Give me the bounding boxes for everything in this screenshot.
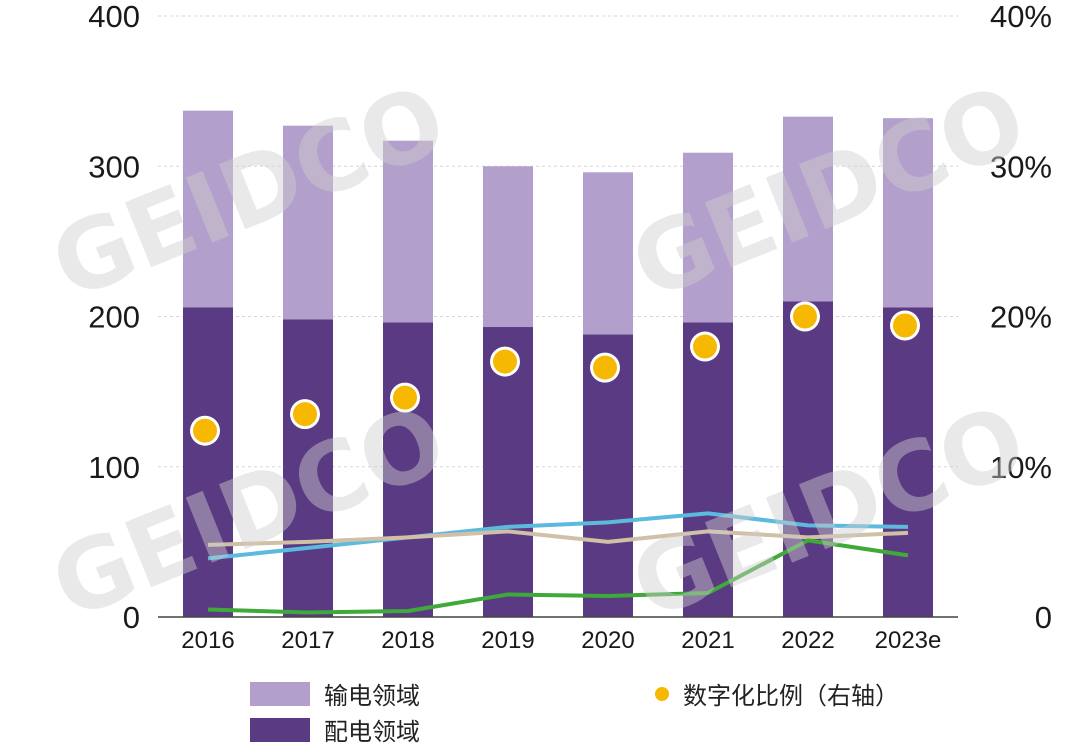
y-right-tick-label: 10%: [990, 450, 1052, 485]
bar-transmission: [883, 118, 933, 308]
y-left-tick-label: 100: [88, 450, 140, 485]
bar-distribution: [283, 319, 333, 617]
x-tick-label: 2018: [381, 627, 434, 654]
bar-transmission: [283, 125, 333, 320]
digital-ratio-point: [493, 349, 517, 374]
y-right-tick-label: 20%: [990, 300, 1052, 335]
chart: 0 0 100 10% 200 20% 300 30% 400 40% 2016 2017 2018 20…: [37, 0, 1052, 654]
x-tick-label: 2023e: [875, 627, 942, 654]
bar-transmission: [583, 172, 633, 335]
y-left-tick-label: 0: [123, 600, 140, 635]
digital-ratio-point: [393, 385, 417, 410]
digital-ratio-point: [293, 402, 317, 427]
bar-transmission: [683, 152, 733, 323]
legend-dot-digital-ratio: [655, 686, 669, 701]
x-tick-label: 2017: [281, 627, 334, 654]
y-right-tick-label: 0: [1035, 600, 1052, 635]
bar-transmission: [783, 116, 833, 302]
digital-ratio-point: [593, 355, 617, 380]
x-tick-label: 2022: [781, 627, 834, 654]
bar-distribution: [683, 322, 733, 617]
x-tick-label: 2016: [181, 627, 234, 654]
bar-distribution: [383, 322, 433, 617]
y-right-tick-label: 30%: [990, 149, 1052, 184]
legend-item-transmission: 输电领域: [250, 676, 420, 711]
line-series-1: [207, 511, 909, 561]
legend-label-digital-ratio: 数字化比例（右轴）: [683, 682, 899, 710]
line-series-2: [207, 529, 909, 547]
legend-swatch-distribution: [250, 717, 310, 742]
digital-ratio-point: [693, 334, 717, 359]
bar-transmission: [183, 110, 233, 308]
legend-item-distribution: 配电领域: [250, 712, 420, 747]
legend-label-transmission: 输电领域: [324, 682, 420, 710]
legend-item-digital-ratio: 数字化比例（右轴）: [655, 676, 899, 711]
digital-ratio-point: [193, 418, 217, 443]
x-tick-label: 2021: [681, 627, 734, 654]
digital-ratio-point: [893, 313, 917, 338]
line-series-3: [207, 538, 909, 615]
legend-swatch-transmission: [250, 681, 310, 706]
x-tick-label: 2019: [481, 627, 534, 654]
bar-distribution: [883, 307, 933, 617]
bar-distribution: [183, 307, 233, 617]
bar-transmission: [483, 166, 533, 328]
y-left-tick-label: 300: [88, 149, 140, 184]
digital-ratio-point: [793, 304, 817, 329]
bar-distribution: [783, 301, 833, 617]
x-tick-label: 2020: [581, 627, 634, 654]
bar-transmission: [383, 140, 433, 323]
y-right-tick-label: 40%: [990, 0, 1052, 34]
y-left-tick-label: 200: [88, 300, 140, 335]
legend-label-distribution: 配电领域: [324, 718, 420, 746]
y-left-tick-label: 400: [88, 0, 140, 34]
